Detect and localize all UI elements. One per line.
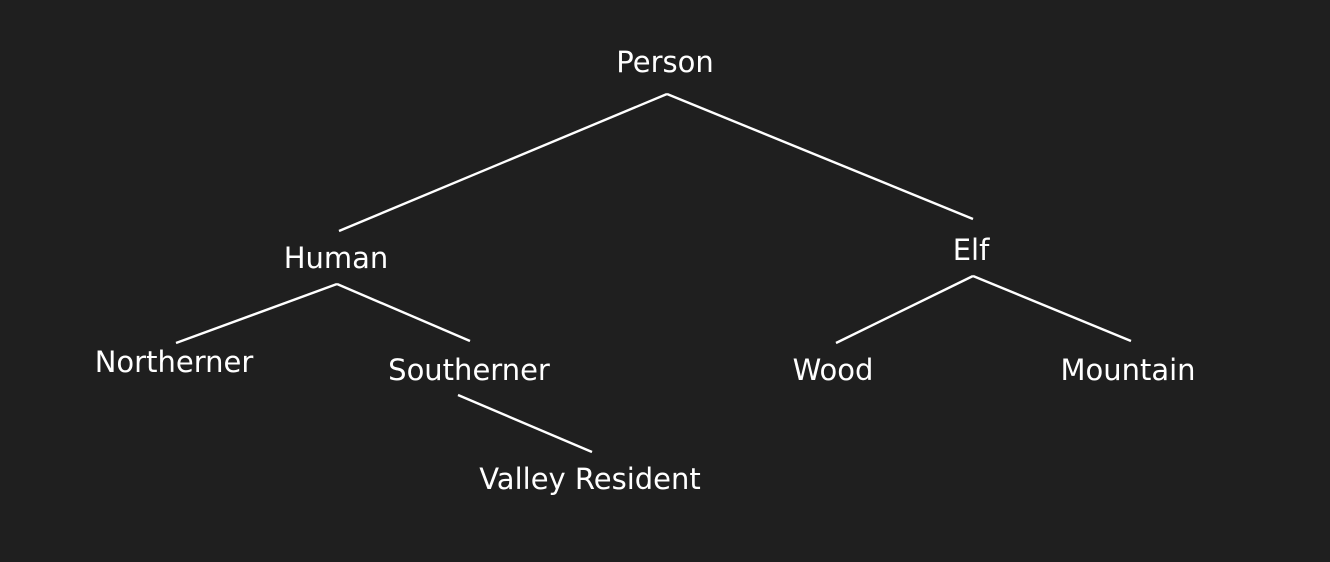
node-person: Person <box>616 45 714 79</box>
node-elf: Elf <box>952 233 990 267</box>
edge-elf-wood <box>835 274 974 345</box>
edge-southerner-valley-resident <box>457 393 593 454</box>
node-valley-resident: Valley Resident <box>479 462 701 496</box>
node-mountain: Mountain <box>1060 353 1196 387</box>
node-southerner: Southerner <box>388 353 550 387</box>
node-human: Human <box>283 241 389 275</box>
edge-human-southerner <box>336 282 471 343</box>
edge-person-human <box>338 92 668 233</box>
edge-human-northerner <box>175 282 338 345</box>
node-wood: Wood <box>792 353 874 387</box>
edge-person-elf <box>666 92 974 221</box>
node-northerner: Northerner <box>94 345 254 379</box>
edge-elf-mountain <box>972 274 1132 343</box>
